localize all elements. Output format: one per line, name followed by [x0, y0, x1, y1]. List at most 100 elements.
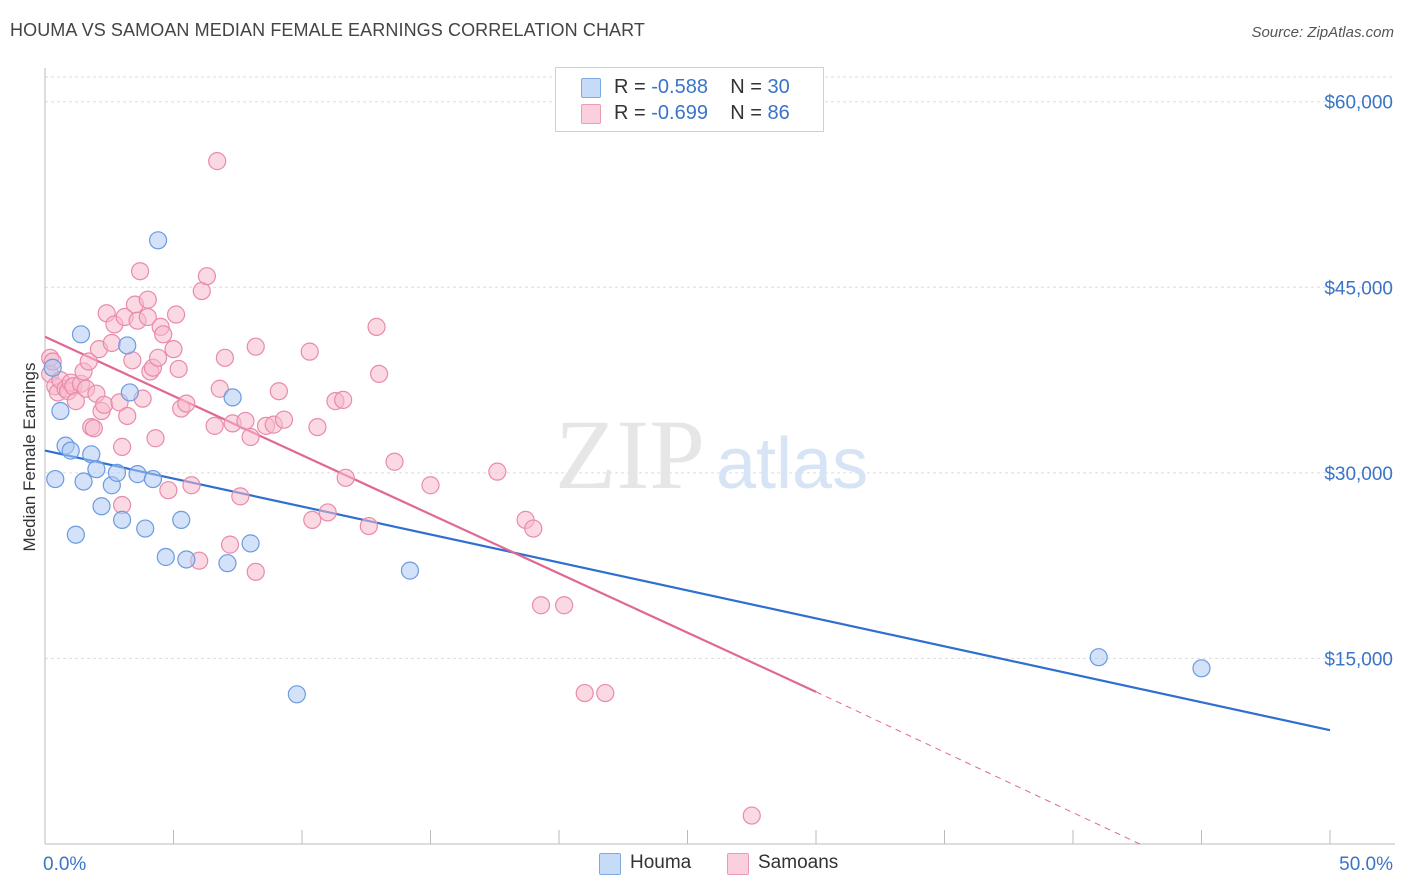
samoans-point — [555, 596, 574, 615]
samoans-point — [169, 359, 188, 379]
correlation-legend: R = -0.588 N = 30 R = -0.699 N = 86 — [555, 67, 824, 132]
y-tick-label: $45,000 — [1324, 278, 1393, 299]
samoans-point — [246, 562, 265, 581]
samoans-point — [138, 307, 157, 327]
data-points — [41, 152, 1211, 825]
legend-n-label-samoans: N = — [730, 102, 768, 124]
houma-point — [71, 325, 91, 344]
samoans-point — [575, 683, 594, 703]
chart-source: Source: ZipAtlas.com — [1251, 24, 1394, 41]
samoans-point — [336, 468, 355, 487]
samoans-point — [84, 419, 103, 438]
samoans-point — [385, 452, 404, 471]
samoans-point — [334, 390, 353, 409]
houma-point — [61, 441, 80, 460]
watermark-zip: ZIP — [555, 399, 705, 510]
samoans-point — [79, 352, 98, 371]
legend-n-label-houma: N = — [730, 76, 768, 98]
legend-r-value-samoans: -0.699 — [651, 102, 708, 124]
bottom-legend-label-houma: Houma — [630, 852, 692, 873]
samoans-point — [182, 476, 201, 495]
houma-point — [143, 469, 163, 489]
samoans-point — [95, 395, 114, 414]
houma-point — [287, 685, 306, 704]
legend-n-value-samoans: 86 — [767, 102, 790, 124]
houma-point — [46, 469, 65, 489]
samoans-point — [274, 410, 294, 429]
samoans-point — [220, 535, 240, 554]
samoans-point — [215, 348, 234, 367]
houma-point — [400, 561, 420, 580]
houma-point — [223, 388, 242, 407]
houma-trend-line — [44, 449, 1331, 732]
x-tick-label-min: 0.0% — [43, 854, 86, 875]
samoans-point — [197, 267, 217, 286]
samoans-point — [236, 411, 255, 431]
samoans-point — [118, 406, 137, 426]
samoans-trend-extension — [815, 691, 1141, 845]
samoans-point — [130, 262, 150, 281]
houma-point — [241, 534, 260, 553]
samoans-point — [488, 462, 507, 481]
samoans-point — [303, 510, 322, 529]
samoans-point — [531, 596, 551, 615]
legend-r-value-houma: -0.588 — [651, 76, 708, 98]
samoans-trend-line — [44, 335, 817, 693]
y-tick-label: $60,000 — [1324, 93, 1393, 114]
samoans-point — [112, 437, 132, 456]
samoans-point — [146, 429, 165, 448]
samoans-point — [177, 394, 196, 413]
samoans-point — [154, 325, 173, 344]
samoans-point — [367, 317, 386, 336]
houma-point — [156, 547, 175, 567]
houma-point — [66, 525, 85, 544]
houma-point — [120, 383, 139, 402]
bottom-legend-swatch-samoans — [727, 853, 749, 875]
tick-labels: $15,000 $30,000 $45,000 $60,000 0.0% 50.0% — [43, 93, 1393, 875]
trend-lines — [44, 335, 1331, 845]
chart-title: HOUMA VS SAMOAN MEDIAN FEMALE EARNINGS C… — [10, 20, 646, 40]
houma-point — [172, 510, 191, 529]
y-tick-label: $15,000 — [1324, 649, 1393, 670]
legend-r-label-samoans: R = — [614, 102, 652, 124]
samoans-point — [246, 337, 265, 356]
houma-point — [87, 460, 106, 479]
houma-point — [112, 510, 132, 529]
samoans-point — [231, 487, 250, 506]
samoans-point — [138, 290, 157, 309]
x-tick-label-max: 50.0% — [1339, 854, 1393, 875]
samoans-point — [164, 340, 183, 359]
bottom-legend-label-samoans: Samoans — [758, 852, 839, 873]
samoans-point — [208, 152, 227, 171]
samoans-point — [148, 348, 168, 367]
samoans-point — [205, 416, 224, 435]
samoans-point — [742, 806, 761, 825]
legend-swatch-samoans — [581, 104, 601, 124]
houma-point — [92, 497, 111, 516]
houma-point — [107, 463, 127, 482]
samoans-point — [210, 379, 229, 398]
legend-r-label-houma: R = — [614, 76, 652, 98]
samoans-point — [524, 519, 543, 538]
samoans-point — [596, 683, 615, 703]
houma-point — [1089, 648, 1108, 667]
bottom-legend-swatch-houma — [599, 853, 621, 875]
houma-point — [74, 472, 93, 491]
samoans-point — [370, 364, 389, 384]
houma-point — [136, 519, 155, 538]
houma-point — [51, 401, 70, 421]
watermark-atlas: atlas — [716, 424, 868, 504]
houma-point — [1192, 659, 1211, 678]
y-tick-label: $30,000 — [1324, 464, 1393, 485]
samoans-point — [269, 382, 288, 401]
houma-point — [118, 336, 137, 355]
watermark: ZIP atlas — [555, 399, 868, 510]
samoans-point — [166, 305, 186, 324]
samoans-point — [359, 516, 378, 536]
samoans-point — [421, 476, 440, 495]
axes — [44, 68, 1395, 845]
samoans-point — [102, 333, 121, 353]
samoans-point — [308, 417, 327, 437]
legend-n-value-houma: 30 — [767, 76, 790, 98]
